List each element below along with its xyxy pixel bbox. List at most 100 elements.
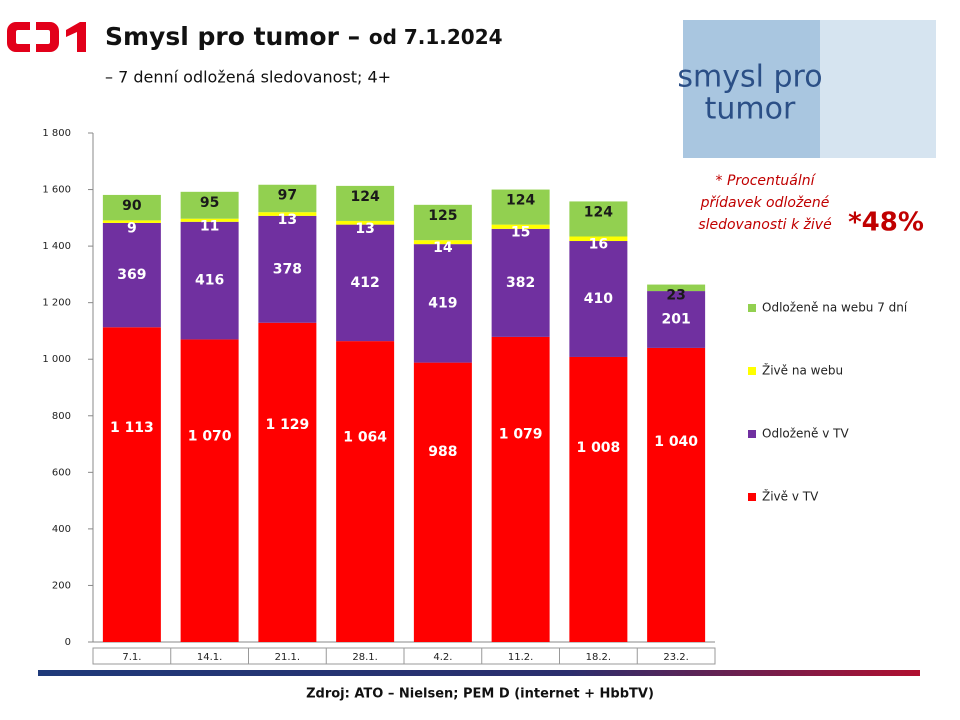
legend-swatch: [748, 304, 756, 312]
bar-segment: [180, 221, 239, 340]
value-label: 15: [511, 225, 530, 241]
bar-segment: [336, 341, 395, 642]
image-text: tumor: [705, 92, 796, 127]
bar-segment: [413, 362, 472, 642]
x-tick-label: 21.1.: [275, 652, 300, 663]
value-label: 16: [589, 236, 608, 252]
y-tick-label: 1 000: [42, 354, 71, 365]
value-label: 1 070: [188, 428, 232, 444]
bar-segment: [413, 240, 472, 245]
y-tick-label: 1 200: [42, 298, 71, 309]
bar-segment: [258, 212, 317, 216]
value-label: 1 079: [499, 427, 543, 443]
value-label: 1 008: [576, 440, 620, 456]
bar-segment: [102, 327, 161, 642]
bar-segment: [491, 189, 550, 225]
bar-segment: [102, 194, 161, 221]
value-label: 11: [200, 219, 219, 235]
value-label: 90: [122, 198, 142, 214]
bar-segment: [569, 241, 628, 357]
bar-segment: [336, 220, 395, 225]
value-label: 201: [662, 311, 691, 327]
x-tick-label: 14.1.: [197, 652, 222, 663]
value-label: 1 064: [343, 429, 387, 445]
percent: *48%: [848, 208, 924, 238]
bar-segment: [647, 347, 706, 642]
value-label: 13: [355, 221, 374, 237]
value-label: 124: [584, 204, 613, 220]
value-label: 125: [428, 208, 457, 224]
x-tick-label: 7.1.: [122, 652, 141, 663]
note: sledovanosti k živé: [698, 217, 832, 233]
legend-label: Odloženě na webu 7 dní: [762, 301, 908, 315]
x-tick-label: 23.2.: [663, 652, 688, 663]
source: Zdroj: ATO – Nielsen; PEM D (internet + …: [306, 687, 654, 702]
logo: [7, 22, 86, 52]
value-label: 1 113: [110, 420, 154, 436]
value-label: 382: [506, 275, 535, 291]
show-image: smysl pro tumor: [677, 20, 936, 158]
legend-swatch: [748, 430, 756, 438]
bar-segment: [569, 201, 628, 237]
divider: [38, 670, 920, 676]
y-tick-label: 1 800: [42, 128, 71, 139]
bar-segment: [647, 291, 706, 348]
value-label: 419: [428, 295, 457, 311]
value-label: 378: [273, 261, 302, 277]
legend-label: Odloženě v TV: [762, 427, 849, 441]
bar-segment: [180, 191, 239, 219]
bar-segment: [336, 224, 395, 342]
value-label: 369: [117, 267, 146, 283]
y-tick-label: 200: [52, 580, 71, 591]
bar-segment: [413, 244, 472, 363]
note: přídavek odložené: [700, 195, 830, 211]
value-label: 410: [584, 291, 613, 307]
legend-swatch: [748, 367, 756, 375]
value-label: 1 129: [265, 417, 309, 433]
y-tick-label: 1 600: [42, 185, 71, 196]
bar-segment: [258, 215, 317, 323]
value-label: 988: [428, 444, 457, 460]
value-label: 97: [278, 188, 297, 204]
x-tick-label: 11.2.: [508, 652, 533, 663]
y-tick-label: 800: [52, 411, 71, 422]
value-label: 13: [278, 212, 297, 228]
value-label: 1 040: [654, 434, 698, 450]
bar-segment: [258, 322, 317, 642]
bar-segment: [569, 356, 628, 642]
bar-segment: [569, 236, 628, 242]
x-tick-label: 28.1.: [352, 652, 377, 663]
legend-swatch: [748, 493, 756, 501]
y-tick-label: 1 400: [42, 241, 71, 252]
value-label: 23: [666, 288, 685, 304]
value-label: 124: [351, 189, 380, 205]
bar-segment: [491, 228, 550, 337]
bar-segment: [180, 339, 239, 642]
bar-segment: [180, 218, 239, 222]
image-text: smysl pro: [677, 60, 822, 95]
legend-label: Živě na webu: [762, 363, 843, 378]
bar-segment: [491, 224, 550, 229]
bar-segment: [258, 184, 317, 213]
y-tick-label: 0: [65, 637, 71, 648]
value-label: 416: [195, 273, 224, 289]
subtitle: – 7 denní odložená sledovanost; 4+: [105, 68, 391, 87]
legend-label: Živě v TV: [762, 489, 819, 504]
title: Smysl pro tumor – od 7.1.2024: [105, 22, 503, 51]
bar-segment: [413, 204, 472, 241]
note: * Procentuální: [716, 173, 817, 189]
value-label: 9: [127, 220, 137, 236]
x-tick-label: 4.2.: [433, 652, 452, 663]
value-label: 124: [506, 193, 535, 209]
y-tick-label: 400: [52, 524, 71, 535]
bar-segment: [102, 222, 161, 328]
bar-segment: [102, 220, 161, 223]
bar-segment: [336, 185, 395, 221]
y-tick-label: 600: [52, 467, 71, 478]
x-tick-label: 18.2.: [586, 652, 611, 663]
value-label: 412: [351, 275, 380, 291]
value-label: 95: [200, 195, 219, 211]
bar-segment: [647, 284, 706, 292]
bar-segment: [491, 336, 550, 642]
